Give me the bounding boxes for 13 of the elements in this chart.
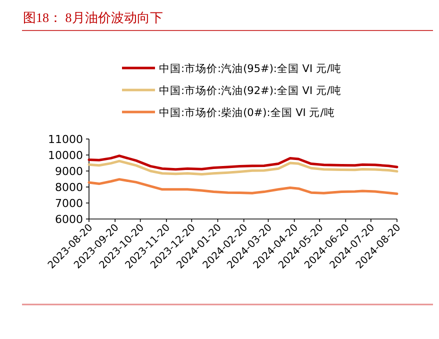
y-tick-label: 8000: [55, 181, 83, 194]
line-series: [88, 178, 398, 195]
line-series: [88, 154, 398, 171]
chart-title: 图18： 8月油价波动向下: [23, 10, 163, 25]
line-series: [88, 160, 398, 176]
legend-label: 中国:市场价:汽油(92#):全国 VI 元/吨: [159, 84, 342, 97]
legend-label: 中国:市场价:柴油(0#):全国 VI 元/吨: [159, 106, 335, 119]
y-tick-label: 10000: [48, 149, 83, 162]
y-tick-label: 11000: [48, 133, 83, 146]
y-tick-label: 6000: [55, 213, 83, 226]
legend-label: 中国:市场价:汽油(95#):全国 VI 元/吨: [159, 62, 342, 75]
y-tick-label: 9000: [55, 165, 83, 178]
y-tick-label: 7000: [55, 197, 83, 210]
